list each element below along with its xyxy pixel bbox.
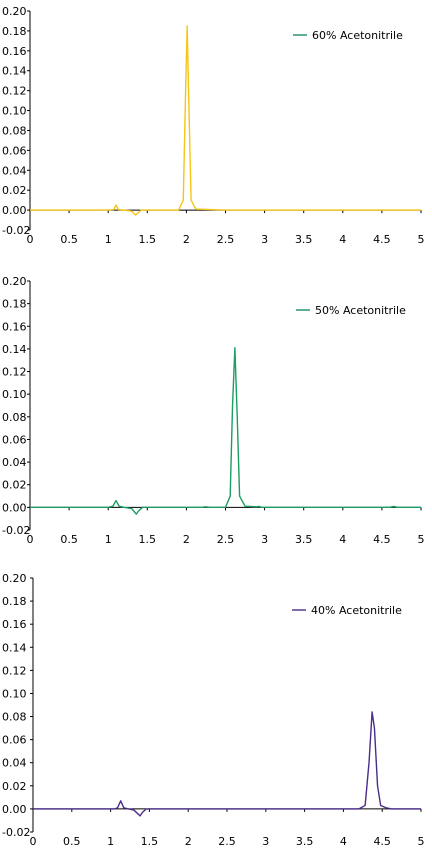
- legend-label: 60% Acetonitrile: [312, 29, 403, 42]
- y-tick-label: 0.14: [2, 65, 27, 78]
- y-tick-label: 0.18: [2, 298, 27, 311]
- y-tick-label: 0.04: [2, 456, 27, 469]
- y-tick-label: 0.12: [2, 85, 27, 98]
- x-tick-label: 4.5: [373, 533, 391, 544]
- x-tick-label: 3: [261, 533, 268, 544]
- y-tick-label: 0.12: [2, 366, 27, 379]
- x-tick-label: 0: [27, 533, 34, 544]
- y-tick-label: 0.18: [2, 25, 27, 38]
- series-line: [30, 347, 421, 515]
- x-tick-label: 2.5: [217, 233, 235, 246]
- x-tick-label: 2.5: [217, 533, 235, 544]
- x-tick-label: 0: [27, 233, 34, 246]
- y-tick-label: 0.08: [2, 124, 27, 137]
- x-tick-label: 1.5: [141, 835, 159, 848]
- y-tick-label: 0.02: [2, 780, 27, 793]
- x-tick-label: 1: [107, 835, 114, 848]
- x-tick-label: 3: [262, 835, 269, 848]
- y-tick-label: 0.16: [2, 320, 27, 333]
- x-tick-label: 1: [105, 233, 112, 246]
- y-tick-label: 0.18: [2, 595, 27, 608]
- y-tick-label: 0.00: [2, 803, 27, 816]
- x-tick-label: 0: [30, 835, 37, 848]
- x-tick-label: 0.5: [63, 835, 81, 848]
- y-tick-label: 0.00: [2, 204, 27, 217]
- x-tick-label: 4: [340, 835, 347, 848]
- y-tick-label: 0.06: [2, 144, 27, 157]
- x-tick-label: 4.5: [373, 233, 391, 246]
- x-tick-label: 1.5: [139, 533, 157, 544]
- x-tick-label: 4: [339, 533, 346, 544]
- x-tick-label: 2.5: [218, 835, 236, 848]
- legend-label: 50% Acetonitrile: [315, 304, 406, 317]
- x-tick-label: 1: [105, 533, 112, 544]
- x-tick-label: 3: [261, 233, 268, 246]
- y-tick-label: 0.04: [2, 164, 27, 177]
- y-tick-label: 0.06: [2, 734, 27, 747]
- x-tick-label: 3.5: [295, 533, 313, 544]
- x-tick-label: 2: [183, 233, 190, 246]
- x-tick-label: 0.5: [60, 533, 78, 544]
- chromatogram-chart-60: 0.20 0.18 0.16 0.14 0.12 0.10 0.08 0.06 0.04 0.02…: [2, 5, 425, 246]
- x-tick-label: 5: [418, 835, 425, 848]
- x-tick-label: 0.5: [60, 233, 78, 246]
- x-tick-label: 5: [418, 533, 425, 544]
- chromatogram-chart-40: 0.20 0.18 0.16 0.14 0.12 0.10 0.08 0.06 0.04 0.02…: [2, 572, 425, 848]
- y-tick-label: 0.00: [2, 501, 27, 514]
- x-tick-label: 4.5: [373, 835, 391, 848]
- y-tick-label: -0.02: [2, 524, 30, 537]
- y-tick-label: 0.08: [2, 711, 27, 724]
- x-tick-label: 3.5: [295, 233, 313, 246]
- y-tick-label: 0.16: [2, 45, 27, 58]
- y-tick-label: 0.20: [2, 572, 27, 585]
- y-tick-label: -0.02: [2, 826, 30, 839]
- y-tick-label: 0.08: [2, 411, 27, 424]
- y-tick-label: 0.14: [2, 641, 27, 654]
- y-tick-label: 0.12: [2, 664, 27, 677]
- y-tick-label: 0.14: [2, 343, 27, 356]
- y-tick-label: 0.20: [2, 5, 27, 18]
- y-tick-label: 0.06: [2, 433, 27, 446]
- y-tick-label: 0.04: [2, 757, 27, 770]
- legend-label: 40% Acetonitrile: [311, 604, 402, 617]
- x-tick-label: 5: [418, 233, 425, 246]
- y-tick-label: 0.20: [2, 275, 27, 288]
- y-tick-label: 0.10: [2, 105, 27, 118]
- x-tick-label: 3.5: [296, 835, 314, 848]
- series-line: [30, 25, 421, 216]
- y-tick-label: 0.02: [2, 479, 27, 492]
- y-tick-label: 0.10: [2, 388, 27, 401]
- x-tick-label: 2: [183, 533, 190, 544]
- y-tick-label: 0.16: [2, 618, 27, 631]
- x-tick-label: 2: [185, 835, 192, 848]
- x-tick-label: 1.5: [139, 233, 157, 246]
- y-tick-label: 0.02: [2, 184, 27, 197]
- series-line: [33, 711, 421, 817]
- y-tick-label: -0.02: [2, 224, 30, 237]
- y-tick-label: 0.10: [2, 687, 27, 700]
- x-tick-label: 4: [339, 233, 346, 246]
- chromatogram-chart-50: 0.20 0.18 0.16 0.14 0.12 0.10 0.08 0.06 0.04 0.02…: [2, 275, 425, 544]
